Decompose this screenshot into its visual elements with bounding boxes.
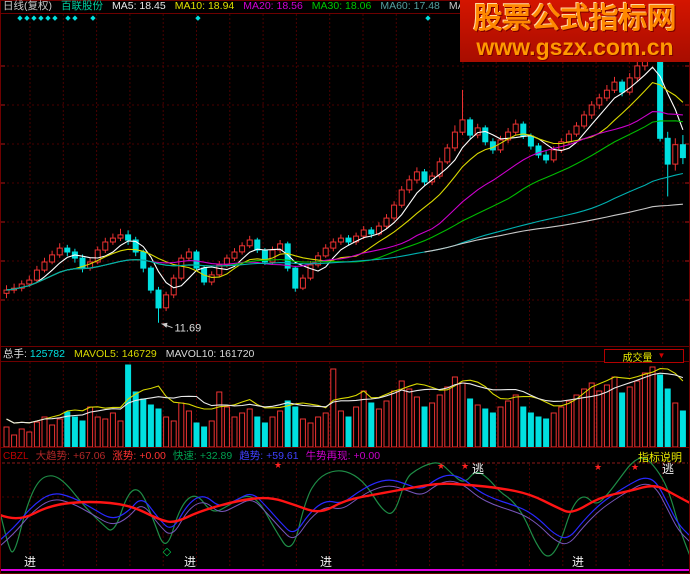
indicator-values: 大趋势: +67.06 涨势: +0.00 快速: +32.89 趋势: +59.61 牛势再现…: [36, 450, 381, 463]
buy-diamond-icon: ◇: [163, 546, 172, 558]
volume-stat-label: MAVOL5:: [73, 348, 119, 360]
indicator-field-label: 趋势:: [239, 449, 264, 462]
buy-signal-label: 进: [184, 555, 196, 569]
sell-signal-label: 逃: [662, 462, 674, 476]
volume-stat: 总手: 125782: [3, 348, 65, 361]
ma-value: MA30: 18.06: [311, 0, 372, 12]
indicator-field-value: +0.00: [353, 449, 381, 462]
volume-layer: [3, 364, 686, 448]
sell-star-icon: ★: [631, 462, 639, 472]
signal-diamond-icon: ◆: [195, 15, 201, 22]
signal-diamond-icon: ◆: [72, 15, 78, 22]
indicator-layer: [0, 457, 690, 571]
sell-signal-label: 逃: [472, 462, 484, 476]
signal-diamond-icon: ◆: [17, 15, 23, 22]
indicator-field-value: +59.61: [266, 449, 299, 462]
stock-name: 百联股份: [61, 0, 103, 12]
volume-stat-label: 总手:: [3, 348, 27, 360]
volume-values: 总手: 125782 MAVOL5: 146729 MAVOL10: 161720: [3, 348, 254, 361]
grid-lines: [0, 14, 690, 568]
indicator-field: 涨势: +0.00: [112, 450, 166, 463]
banner-title: 股票公式指标网: [473, 2, 677, 35]
signal-diamond-icon: ◆: [38, 15, 44, 22]
volume-stat-label: MAVOL10:: [165, 348, 217, 360]
buy-signal-label: 进: [320, 555, 332, 569]
volume-stat: MAVOL10: 161720: [166, 348, 255, 361]
signal-diamond-icon: ◆: [31, 15, 37, 22]
indicator-field-value: +0.00: [139, 449, 166, 462]
sell-star-icon: ★: [461, 461, 469, 471]
volume-pane-header: 总手: 125782 MAVOL5: 146729 MAVOL10: 161720: [3, 348, 254, 361]
chevron-down-icon: ▼: [657, 351, 666, 360]
ma-value: MA5: 18.45: [112, 0, 166, 12]
volume-pane-selector-button[interactable]: 成交量 ▼: [604, 349, 684, 364]
pane-selector-label: 成交量: [622, 352, 653, 364]
indicator-line-快速: [0, 457, 690, 557]
volume-stat-value: 125782: [29, 348, 65, 360]
indicator-field-value: +32.89: [199, 449, 233, 462]
ma-value: MA60: 17.48: [380, 0, 440, 12]
buy-signal-label: 进: [24, 555, 36, 569]
signal-diamond-icon: ◆: [425, 15, 431, 22]
marker-layer: 11.69★ ★ ★ ★ ★逃 逃进进进进◇◆ ◆ ◆ ◆ ◆ ◆ ◆ ◆ ◆ ◆ ◆: [17, 15, 674, 569]
signal-diamond-icon: ◆: [52, 15, 58, 22]
indicator-field: 牛势再现: +0.00: [306, 450, 381, 463]
indicator-name: CBZL: [3, 450, 29, 462]
main-chart-header: 日线(复权) 百联股份 MA5: 18.45 MA10: 18.94 MA20: 1…: [3, 0, 514, 13]
indicator-line-大趋势: [0, 482, 690, 523]
indicator-field: 大趋势: +67.06: [36, 450, 106, 463]
buy-signal-label: 进: [572, 555, 584, 569]
indicator-field-value: +67.06: [72, 449, 106, 462]
indicator-field: 快速: +32.89: [173, 450, 232, 463]
volume-stat-value: 161720: [219, 348, 255, 360]
sell-star-icon: ★: [437, 461, 445, 471]
signal-diamond-icon: ◆: [24, 15, 30, 22]
banner-url: www.gszx.com.cn: [476, 33, 674, 60]
volume-stat-value: 146729: [121, 348, 157, 360]
ma-values: MA5: 18.45 MA10: 18.94 MA20: 18.56 MA30: 18…: [112, 0, 514, 13]
sell-star-icon: ★: [274, 460, 282, 470]
signal-diamond-icon: ◆: [45, 15, 51, 22]
candlestick-layer: [3, 30, 686, 323]
sell-star-icon: ★: [594, 462, 602, 472]
indicator-field-label: 牛势再现:: [305, 449, 351, 462]
indicator-field-label: 大趋势:: [35, 449, 70, 462]
signal-diamond-icon: ◆: [65, 15, 71, 22]
ma-value: MA10: 18.94: [174, 0, 235, 12]
indicator-field: 趋势: +59.61: [239, 450, 298, 463]
indicator-help-link[interactable]: 指标说明: [638, 452, 682, 464]
volume-stat: MAVOL5: 146729: [74, 348, 157, 361]
ma-value: MA20: 18.56: [243, 0, 303, 12]
signal-diamond-icon: ◆: [90, 15, 96, 22]
indicator-field-label: 涨势:: [112, 449, 137, 462]
indicator-line-趋势2: [0, 480, 690, 547]
period-mode-label: 日线(复权): [3, 0, 52, 12]
indicator-line-趋势: [0, 474, 690, 541]
watermark-banner: 股票公式指标网 www.gszx.com.cn: [460, 0, 690, 62]
svg-text:11.69: 11.69: [175, 323, 202, 335]
indicator-field-label: 快速:: [172, 449, 197, 462]
indicator-pane-header: CBZL 大趋势: +67.06 涨势: +0.00 快速: +32.89 趋势: +59.6…: [3, 450, 380, 462]
